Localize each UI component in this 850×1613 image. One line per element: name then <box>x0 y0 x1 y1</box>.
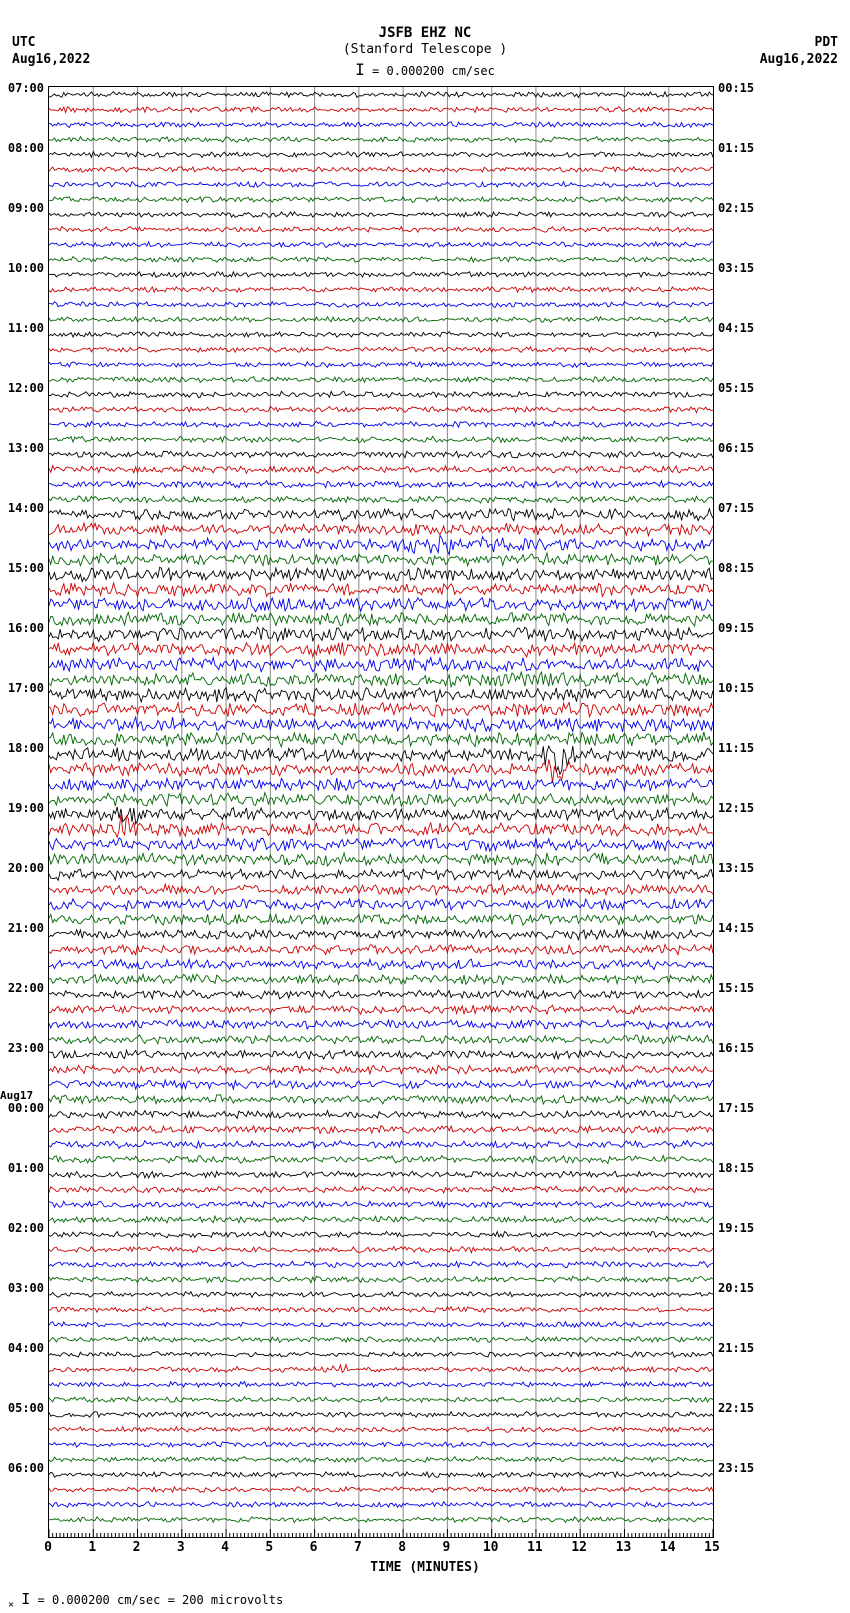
xaxis-tick: 8 <box>398 1540 406 1555</box>
pdt-label: 21:15 <box>718 1342 754 1354</box>
pdt-label: 05:15 <box>718 382 754 394</box>
pdt-label: 04:15 <box>718 322 754 334</box>
xaxis-tick: 4 <box>221 1540 229 1555</box>
utc-label: 12:00 <box>8 382 44 394</box>
utc-label: 07:00 <box>8 82 44 94</box>
pdt-label: 02:15 <box>718 202 754 214</box>
xaxis-tick: 12 <box>571 1540 587 1555</box>
pdt-label: 07:15 <box>718 502 754 514</box>
pdt-label: 18:15 <box>718 1162 754 1174</box>
pdt-label: 20:15 <box>718 1282 754 1294</box>
pdt-label: 15:15 <box>718 982 754 994</box>
utc-label: 09:00 <box>8 202 44 214</box>
pdt-label: 08:15 <box>718 562 754 574</box>
date-left: Aug16,2022 <box>12 52 90 67</box>
utc-label: 01:00 <box>8 1162 44 1174</box>
seismogram-plot <box>48 86 714 1538</box>
pdt-label: 14:15 <box>718 922 754 934</box>
pdt-label: 01:15 <box>718 142 754 154</box>
utc-label: 18:00 <box>8 742 44 754</box>
xaxis-tick: 3 <box>177 1540 185 1555</box>
pdt-label: 12:15 <box>718 802 754 814</box>
station-title: JSFB EHZ NC <box>0 25 850 41</box>
xaxis-tick: 0 <box>44 1540 52 1555</box>
xaxis-tick: 11 <box>527 1540 543 1555</box>
timezone-left: UTC <box>12 35 35 50</box>
station-subtitle: (Stanford Telescope ) <box>0 42 850 57</box>
utc-label: 06:00 <box>8 1462 44 1474</box>
utc-label: 15:00 <box>8 562 44 574</box>
utc-label: 10:00 <box>8 262 44 274</box>
scale-text: = 0.000200 cm/sec <box>372 64 495 78</box>
pdt-label: 19:15 <box>718 1222 754 1234</box>
pdt-label: 22:15 <box>718 1402 754 1414</box>
pdt-label: 11:15 <box>718 742 754 754</box>
seismogram-container: JSFB EHZ NC (Stanford Telescope ) I = 0.… <box>0 0 850 1613</box>
pdt-label: 13:15 <box>718 862 754 874</box>
scale-legend: I = 0.000200 cm/sec <box>0 60 850 79</box>
xaxis-tick: 13 <box>616 1540 632 1555</box>
footer-scale: × I = 0.000200 cm/sec = 200 microvolts <box>8 1590 283 1610</box>
utc-label: 19:00 <box>8 802 44 814</box>
pdt-label: 10:15 <box>718 682 754 694</box>
utc-label: 04:00 <box>8 1342 44 1354</box>
timezone-right: PDT <box>815 35 838 50</box>
xaxis-tick: 2 <box>133 1540 141 1555</box>
pdt-label: 06:15 <box>718 442 754 454</box>
pdt-label: 23:15 <box>718 1462 754 1474</box>
pdt-label: 16:15 <box>718 1042 754 1054</box>
xaxis-tick: 14 <box>660 1540 676 1555</box>
utc-label: 17:00 <box>8 682 44 694</box>
x-axis-label: TIME (MINUTES) <box>0 1560 850 1575</box>
utc-label: 02:00 <box>8 1222 44 1234</box>
utc-label: 23:00 <box>8 1042 44 1054</box>
xaxis-tick: 10 <box>483 1540 499 1555</box>
xaxis-tick: 6 <box>310 1540 318 1555</box>
utc-label: 00:00 <box>8 1102 44 1114</box>
footer-text: = 0.000200 cm/sec = 200 microvolts <box>38 1593 284 1607</box>
pdt-label: 03:15 <box>718 262 754 274</box>
xaxis-tick: 5 <box>265 1540 273 1555</box>
utc-label: 03:00 <box>8 1282 44 1294</box>
xaxis-tick: 15 <box>704 1540 720 1555</box>
utc-label: 20:00 <box>8 862 44 874</box>
xaxis-tick: 9 <box>442 1540 450 1555</box>
seismogram-traces <box>49 87 713 1537</box>
xaxis-tick: 1 <box>88 1540 96 1555</box>
utc-label: 13:00 <box>8 442 44 454</box>
utc-label: 05:00 <box>8 1402 44 1414</box>
utc-label: 11:00 <box>8 322 44 334</box>
utc-label: 14:00 <box>8 502 44 514</box>
utc-label: 22:00 <box>8 982 44 994</box>
utc-label: 08:00 <box>8 142 44 154</box>
day-marker: Aug17 <box>0 1090 33 1101</box>
utc-label: 21:00 <box>8 922 44 934</box>
pdt-label: 17:15 <box>718 1102 754 1114</box>
date-right: Aug16,2022 <box>760 52 838 67</box>
pdt-label: 09:15 <box>718 622 754 634</box>
pdt-label: 00:15 <box>718 82 754 94</box>
utc-label: 16:00 <box>8 622 44 634</box>
xaxis-tick: 7 <box>354 1540 362 1555</box>
